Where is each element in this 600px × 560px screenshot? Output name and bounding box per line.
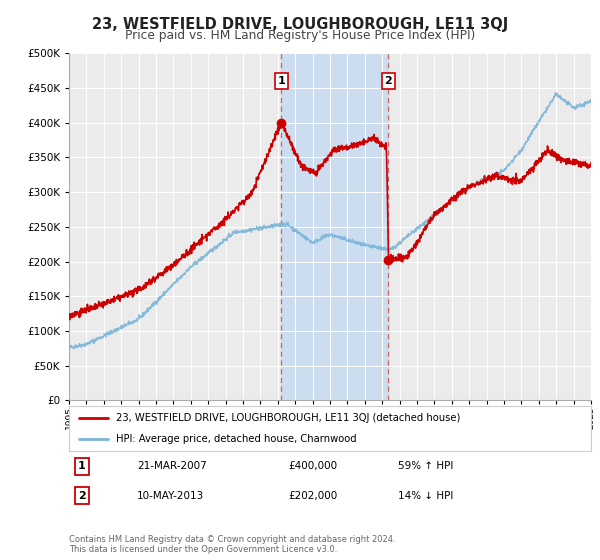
Text: 1: 1 bbox=[278, 76, 286, 86]
Bar bbox=[281, 53, 388, 400]
Text: Price paid vs. HM Land Registry's House Price Index (HPI): Price paid vs. HM Land Registry's House … bbox=[125, 29, 475, 42]
Text: 2: 2 bbox=[78, 491, 86, 501]
Text: Contains HM Land Registry data © Crown copyright and database right 2024.
This d: Contains HM Land Registry data © Crown c… bbox=[69, 535, 395, 554]
Text: 2: 2 bbox=[385, 76, 392, 86]
Text: 23, WESTFIELD DRIVE, LOUGHBOROUGH, LE11 3QJ: 23, WESTFIELD DRIVE, LOUGHBOROUGH, LE11 … bbox=[92, 17, 508, 32]
Text: £400,000: £400,000 bbox=[288, 461, 337, 472]
Text: 23, WESTFIELD DRIVE, LOUGHBOROUGH, LE11 3QJ (detached house): 23, WESTFIELD DRIVE, LOUGHBOROUGH, LE11 … bbox=[116, 413, 460, 423]
Text: HPI: Average price, detached house, Charnwood: HPI: Average price, detached house, Char… bbox=[116, 433, 356, 444]
Text: 59% ↑ HPI: 59% ↑ HPI bbox=[398, 461, 453, 472]
Text: 14% ↓ HPI: 14% ↓ HPI bbox=[398, 491, 453, 501]
Text: 1: 1 bbox=[78, 461, 86, 472]
Text: £202,000: £202,000 bbox=[288, 491, 337, 501]
Text: 21-MAR-2007: 21-MAR-2007 bbox=[137, 461, 206, 472]
Text: 10-MAY-2013: 10-MAY-2013 bbox=[137, 491, 204, 501]
